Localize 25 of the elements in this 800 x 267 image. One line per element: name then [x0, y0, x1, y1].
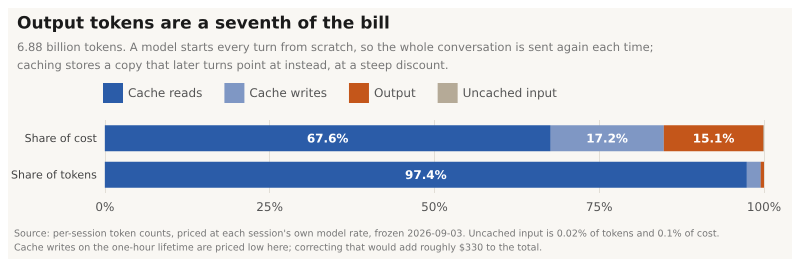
data-label: 97.4% — [405, 168, 447, 182]
bar — [746, 162, 761, 188]
bar — [104, 125, 550, 152]
bar — [550, 125, 664, 152]
legend-label: Uncached input — [462, 86, 558, 100]
legend-label: Cache reads — [128, 86, 202, 100]
bar — [760, 162, 764, 188]
source-note: Source: per-session token counts, priced at each session's own model rate, frozen 2026-09-03. Uncached input is 0.02% of tokens and 0.1% of cost. — [14, 228, 720, 240]
bar — [104, 162, 747, 188]
x-tick-label: 25% — [256, 200, 283, 214]
legend-label: Cache writes — [249, 86, 327, 100]
x-tick-label: 0% — [95, 200, 114, 214]
x-tick-label: 100% — [746, 200, 782, 214]
text: Cache writes on the one-hour lifetime are priced low here; correcting that would add roughly $330 to the total. — [14, 242, 542, 254]
data-label: 17.2% — [586, 131, 628, 146]
bar — [664, 125, 764, 152]
x-tick-label: 75% — [586, 200, 613, 214]
x-tick-label: 50% — [421, 200, 448, 214]
data-label: 67.6% — [306, 131, 348, 146]
chart-subtitle: 6.88 billion tokens. A model starts every turn from scratch, so the whole conversation is sent again each time; caching stores a copy that later turns point at instead, at a steep discount. — [17, 40, 654, 72]
y-tick-label: Share of cost — [24, 132, 98, 145]
data-label: 15.1% — [692, 131, 734, 146]
chart-title: Output tokens are a seventh of the bill — [17, 14, 390, 34]
y-tick-label: Share of tokens — [10, 168, 98, 182]
legend-label: Output — [374, 86, 416, 100]
